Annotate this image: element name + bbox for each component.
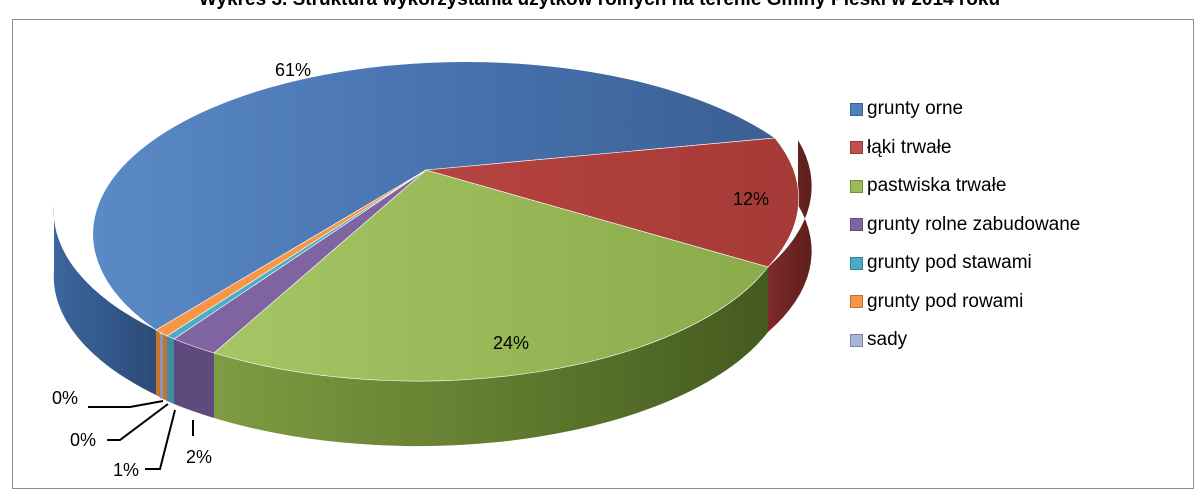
legend-swatch <box>850 295 863 309</box>
leader-line-grunty-pod-stawami <box>145 409 176 470</box>
legend-swatch <box>850 141 863 155</box>
legend-item-grunty-orne: grunty orne <box>850 90 1080 129</box>
data-label-pastwiska-trwale: 24% <box>493 333 529 353</box>
slice-pastwiska-trwale <box>213 169 769 382</box>
data-labels: 61% 12% 24% 2% 0% 1% 0% <box>52 60 769 480</box>
legend-swatch <box>850 218 863 232</box>
data-label-grunty-rolne-zabudowane: 2% <box>186 447 212 467</box>
legend-swatch <box>850 179 863 193</box>
pie-side-walls <box>53 140 812 447</box>
legend-item-laki-trwale: łąki trwałe <box>850 129 1080 168</box>
legend-item-sady: sady <box>850 321 1080 360</box>
chart-title: Wykres 3. Struktura wykorzystania użytkó… <box>0 0 1199 11</box>
legend-swatch <box>850 333 863 347</box>
legend-label: pastwiska trwałe <box>867 175 1007 197</box>
leader-lines <box>88 400 194 470</box>
legend-label: sady <box>867 329 908 351</box>
slice-grunty-orne <box>92 61 776 331</box>
legend-label: grunty rolne zabudowane <box>867 213 1081 235</box>
slice-laki-trwale <box>425 137 800 268</box>
data-label-laki-trwale: 12% <box>733 189 769 209</box>
legend-label: łąki trwałe <box>867 136 952 158</box>
data-label-grunty-pod-stawami: 0% <box>70 430 96 450</box>
slice-grunty-pod-rowami <box>155 169 427 337</box>
legend-swatch <box>850 256 863 270</box>
legend-label: grunty pod rowami <box>867 290 1024 312</box>
slice-side-laki-trwale <box>768 140 812 332</box>
leader-line-sady <box>88 400 164 408</box>
data-label-grunty-pod-rowami: 1% <box>113 460 139 480</box>
slice-side-grunty-orne <box>53 205 156 395</box>
slice-side-grunty-pod-stawami <box>167 336 174 404</box>
slice-side-grunty-rolne-zabudowane <box>174 339 214 418</box>
legend-swatch <box>850 102 863 116</box>
legend-item-grunty-rolne-zabudowane: grunty rolne zabudowane <box>850 206 1080 245</box>
slice-side-pastwiska-trwale <box>214 267 768 447</box>
data-label-sady: 0% <box>52 388 78 408</box>
legend-item-pastwiska-trwale: pastwiska trwałe <box>850 167 1080 206</box>
legend-label: grunty orne <box>867 98 964 120</box>
slice-side-sady <box>160 333 163 399</box>
data-label-grunty-orne: 61% <box>275 60 311 80</box>
leader-line-grunty-pod-rowami <box>107 403 169 441</box>
legend-item-grunty-pod-rowami: grunty pod rowami <box>850 283 1080 322</box>
legend-item-grunty-pod-stawami: grunty pod stawami <box>850 244 1080 283</box>
legend: grunty orne łąki trwałe pastwiska trwałe… <box>850 90 1080 360</box>
pie-top-faces <box>92 61 800 382</box>
legend-label: grunty pod stawami <box>867 252 1032 274</box>
